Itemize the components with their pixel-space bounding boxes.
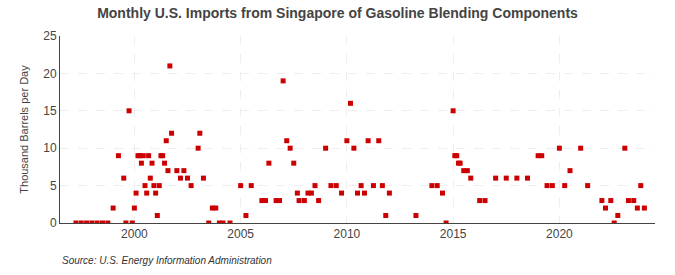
svg-text:20: 20: [43, 67, 57, 81]
svg-text:0: 0: [50, 216, 57, 230]
svg-text:Thousand Barrels per Day: Thousand Barrels per Day: [18, 65, 30, 194]
svg-text:2005: 2005: [227, 227, 254, 241]
svg-text:Monthly U.S. Imports from Sing: Monthly U.S. Imports from Singapore of G…: [97, 5, 578, 21]
svg-text:2020: 2020: [546, 227, 573, 241]
svg-text:2000: 2000: [121, 227, 148, 241]
svg-text:10: 10: [43, 141, 57, 155]
svg-text:5: 5: [50, 179, 57, 193]
svg-text:15: 15: [43, 104, 57, 118]
svg-text:2010: 2010: [334, 227, 361, 241]
svg-text:Source: U.S. Energy Informatio: Source: U.S. Energy Information Administ…: [62, 255, 272, 266]
svg-text:2015: 2015: [440, 227, 467, 241]
svg-text:25: 25: [43, 29, 57, 43]
